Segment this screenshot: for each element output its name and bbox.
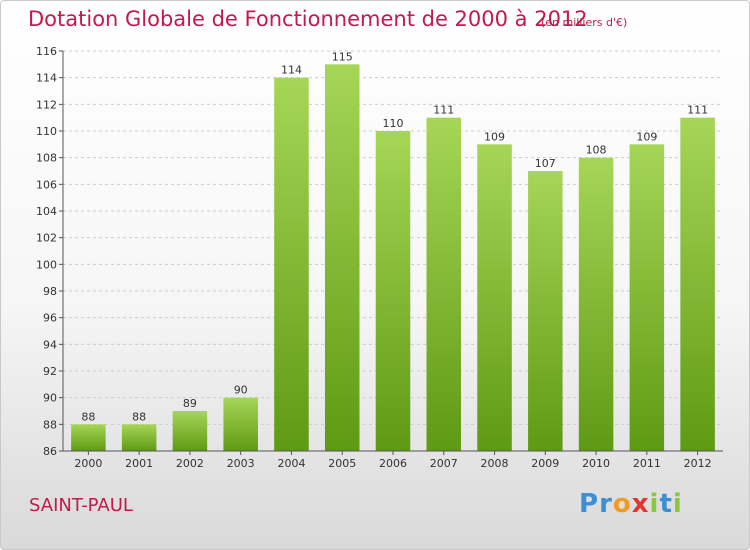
data-label: 107 (535, 157, 556, 170)
y-tick-label: 92 (43, 365, 57, 378)
x-tick-label: 2004 (277, 457, 305, 470)
bar (578, 157, 614, 451)
chart-title: Dotation Globale de Fonctionnement de 20… (28, 7, 588, 31)
proxiti-logo: Proxiti (579, 489, 683, 519)
logo-letter: t (659, 489, 673, 519)
logo-letter: r (599, 489, 613, 519)
y-tick-label: 96 (43, 312, 57, 325)
data-label: 110 (383, 117, 404, 130)
y-tick-label: 104 (36, 205, 57, 218)
bar (324, 64, 360, 452)
bars (71, 64, 715, 452)
bar (172, 411, 208, 451)
bar (528, 171, 563, 451)
data-label: 90 (234, 384, 248, 397)
labels: 86 88 90 92 94 96 98 100 102 104 106 108 110 112 114 11… (36, 45, 712, 470)
data-label: 89 (183, 397, 197, 410)
y-tick-label: 108 (36, 152, 57, 165)
chart-unit: (en milliers d'€) (541, 16, 628, 29)
logo-letter: i (672, 489, 683, 519)
logo-letter: o (612, 489, 632, 519)
y-tick-label: 116 (36, 45, 57, 58)
y-tick-label: 106 (36, 178, 57, 191)
x-tick-label: 2009 (531, 457, 559, 470)
x-tick-label: 2006 (379, 457, 407, 470)
bar (121, 424, 157, 451)
y-tick-label: 88 (43, 418, 57, 431)
x-tick-label: 2007 (430, 457, 458, 470)
logo-letter: i (649, 489, 660, 519)
axes (59, 50, 723, 455)
x-tick-label: 2005 (328, 457, 356, 470)
y-tick-label: 90 (43, 392, 57, 405)
x-tick-label: 2002 (176, 457, 204, 470)
y-tick-label: 86 (43, 445, 57, 458)
y-tick-label: 112 (36, 98, 57, 111)
y-tick-label: 110 (36, 125, 57, 138)
y-tick-label: 100 (36, 258, 57, 271)
data-label: 109 (484, 130, 505, 143)
data-label: 114 (281, 64, 302, 77)
x-tick-label: 2001 (125, 457, 153, 470)
bar (274, 77, 309, 452)
y-tick-label: 94 (43, 338, 57, 351)
data-label: 108 (586, 144, 607, 157)
bar (426, 117, 462, 452)
data-label: 111 (687, 104, 708, 117)
y-tick-label: 102 (36, 232, 57, 245)
x-tick-label: 2010 (582, 457, 610, 470)
bar (629, 144, 665, 452)
data-label: 88 (132, 410, 146, 423)
logo-letter: x (631, 489, 650, 519)
x-tick-label: 2008 (481, 457, 509, 470)
bar (71, 424, 106, 451)
data-label: 109 (636, 130, 657, 143)
x-tick-label: 2003 (227, 457, 255, 470)
place-name: SAINT-PAUL (29, 495, 133, 516)
x-tick-label: 2000 (74, 457, 102, 470)
logo-letter: P (579, 489, 600, 519)
y-tick-label: 114 (36, 72, 57, 85)
bar (477, 144, 512, 452)
x-tick-label: 2012 (684, 457, 712, 470)
y-tick-label: 98 (43, 285, 57, 298)
x-tick-label: 2011 (633, 457, 661, 470)
bar (223, 397, 258, 451)
data-label: 88 (81, 410, 95, 423)
bar (680, 117, 715, 452)
data-label: 111 (433, 104, 454, 117)
bar (375, 131, 411, 451)
data-label: 115 (332, 50, 353, 63)
